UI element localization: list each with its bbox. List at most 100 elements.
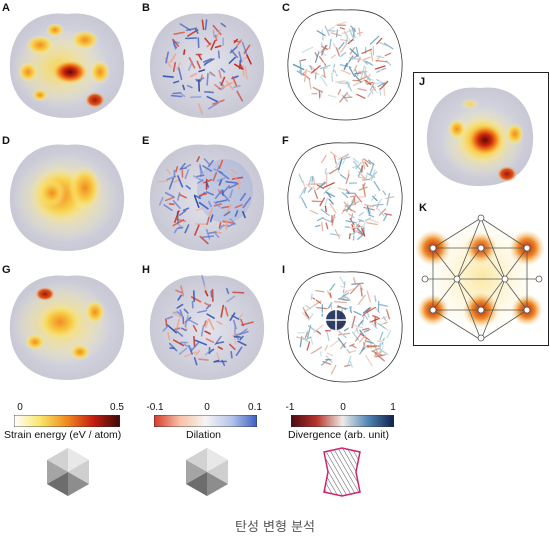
field-stroke: [382, 327, 392, 331]
field-stroke: [351, 344, 357, 349]
field-stroke: [383, 42, 394, 50]
field-stroke: [204, 37, 211, 46]
field-stroke: [321, 74, 327, 79]
dilation-map-b: [149, 13, 265, 119]
field-stroke: [176, 62, 182, 71]
field-stroke: [369, 82, 375, 91]
field-stroke: [223, 211, 231, 217]
field-stroke: [358, 27, 361, 37]
field-stroke: [349, 57, 362, 61]
field-stroke: [322, 48, 329, 52]
field-stroke: [229, 218, 237, 225]
field-stroke: [198, 201, 209, 210]
panel-e: E: [140, 133, 275, 258]
field-stroke: [358, 218, 364, 223]
field-stroke: [243, 44, 251, 55]
field-stroke: [204, 348, 212, 356]
icosahedron-projection-k: [415, 214, 545, 342]
field-stroke: [360, 287, 363, 297]
field-stroke: [216, 341, 225, 345]
field-stroke: [352, 212, 361, 220]
field-stroke: [214, 189, 223, 200]
field-stroke: [370, 89, 374, 95]
field-stroke: [330, 32, 342, 37]
field-stroke: [166, 168, 171, 175]
field-stroke: [356, 93, 366, 99]
field-stroke: [386, 329, 392, 339]
panel-label-e: E: [142, 135, 150, 147]
field-stroke: [363, 60, 368, 65]
field-stroke: [199, 165, 204, 174]
field-stroke: [218, 170, 230, 180]
field-stroke: [180, 167, 188, 170]
field-stroke: [186, 84, 193, 89]
field-stroke: [343, 62, 348, 71]
field-stroke: [363, 329, 371, 333]
field-stroke: [242, 65, 245, 77]
field-stroke: [169, 53, 177, 63]
field-stroke: [201, 275, 206, 286]
field-stroke: [216, 320, 223, 325]
field-stroke: [176, 223, 184, 229]
field-stroke: [365, 345, 378, 347]
field-stroke: [204, 330, 211, 335]
field-stroke: [366, 290, 372, 303]
field-stroke: [350, 195, 356, 198]
field-stroke: [347, 169, 350, 176]
field-stroke: [365, 60, 374, 66]
field-stroke: [170, 94, 183, 98]
field-stroke: [173, 227, 178, 234]
field-stroke: [341, 29, 354, 35]
field-stroke: [319, 56, 327, 66]
cbar1-label: Dilation: [186, 429, 222, 441]
field-stroke: [333, 155, 337, 165]
field-stroke: [328, 38, 332, 50]
field-stroke: [334, 228, 341, 239]
cbar1-tick-mid: 0: [204, 402, 210, 413]
field-stroke: [369, 317, 380, 323]
field-stroke: [312, 86, 323, 93]
field-stroke: [233, 38, 238, 44]
field-stroke: [347, 355, 352, 366]
field-stroke: [203, 285, 208, 293]
field-stroke: [356, 31, 363, 35]
field-stroke: [165, 318, 168, 327]
field-stroke: [351, 315, 356, 329]
field-stroke: [206, 313, 215, 319]
field-stroke: [324, 344, 329, 351]
field-stroke: [193, 194, 202, 200]
field-stroke: [335, 29, 339, 38]
field-stroke: [322, 360, 332, 365]
divergence-map-c: [287, 9, 403, 121]
field-stroke: [365, 207, 371, 217]
field-stroke: [162, 75, 174, 78]
field-stroke: [348, 28, 355, 41]
field-stroke: [183, 343, 194, 351]
field-stroke: [307, 182, 315, 185]
field-stroke: [305, 304, 312, 310]
field-stroke: [189, 96, 202, 99]
field-stroke: [351, 226, 358, 229]
field-stroke: [362, 56, 371, 61]
field-stroke: [187, 60, 194, 71]
field-stroke: [342, 95, 349, 102]
field-stroke: [231, 176, 244, 180]
field-stroke: [298, 187, 306, 199]
field-stroke: [359, 332, 371, 341]
divergence-map-i: [287, 271, 403, 383]
field-stroke: [320, 36, 325, 48]
field-stroke: [371, 86, 376, 92]
field-stroke: [205, 318, 210, 329]
field-stroke: [301, 197, 308, 209]
field-stroke: [206, 217, 210, 225]
field-stroke: [351, 165, 358, 169]
field-stroke: [196, 156, 201, 163]
field-stroke: [342, 54, 347, 59]
field-stroke: [359, 346, 366, 355]
field-stroke: [296, 331, 309, 334]
field-stroke: [221, 81, 233, 89]
field-stroke: [304, 311, 310, 319]
field-stroke: [240, 318, 245, 327]
field-stroke: [379, 69, 385, 76]
cbar2-gradient: [291, 415, 394, 427]
